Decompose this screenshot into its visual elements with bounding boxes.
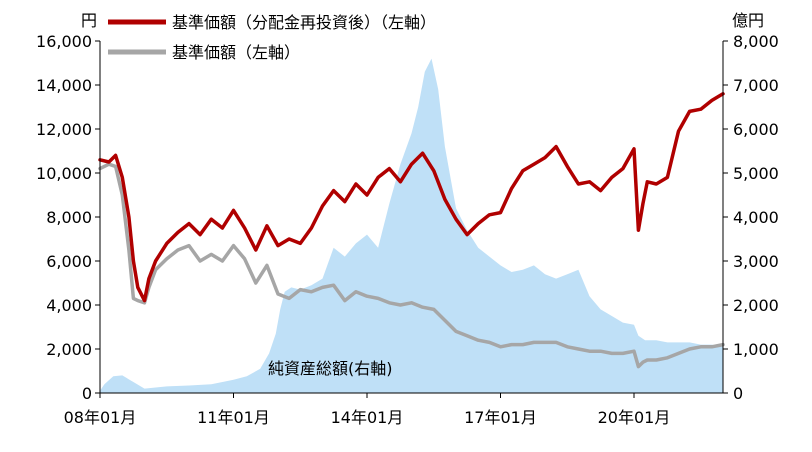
left-tick-label: 4,000 (46, 296, 92, 315)
legend-label-0: 基準価額（分配金再投資後）（左軸） (172, 13, 436, 32)
legend-label-1: 基準価額（左軸） (172, 43, 300, 62)
series-line-nav (98, 162, 725, 369)
right-axis-unit: 億円 (732, 11, 764, 30)
right-tick-label: 4,000 (733, 208, 779, 227)
left-tick-label: 2,000 (46, 340, 92, 359)
left-tick-label: 14,000 (36, 76, 92, 95)
right-tick-label: 0 (733, 384, 743, 403)
x-axis-ticks: 08年01月 11年01月 14年01月 17年01月 20年01月 (64, 393, 671, 427)
x-tick-label: 08年01月 (64, 408, 137, 427)
line-layer (98, 92, 725, 369)
right-axis-ticks: 0 1,000 2,000 3,000 4,000 5,000 6,000 7,000 8,00… (723, 32, 779, 403)
left-tick-label: 16,000 (36, 32, 92, 51)
left-tick-label: 12,000 (36, 120, 92, 139)
right-tick-label: 3,000 (733, 252, 779, 271)
right-tick-label: 8,000 (733, 32, 779, 51)
left-tick-label: 8,000 (46, 208, 92, 227)
right-tick-label: 6,000 (733, 120, 779, 139)
x-tick-label: 17年01月 (464, 408, 537, 427)
right-tick-label: 5,000 (733, 164, 779, 183)
left-tick-label: 6,000 (46, 252, 92, 271)
area-layer (100, 58, 723, 393)
left-axis-ticks: 0 2,000 4,000 6,000 8,000 10,000 12,000 14,000 1… (36, 32, 100, 403)
right-tick-label: 7,000 (733, 76, 779, 95)
left-tick-label: 10,000 (36, 164, 92, 183)
left-tick-label: 0 (82, 384, 92, 403)
area-annotation: 純資産総額(右軸) (268, 359, 393, 378)
series-line-nav-reinvested (98, 92, 725, 303)
legend: 基準価額（分配金再投資後）（左軸） 基準価額（左軸） (108, 13, 436, 62)
right-tick-label: 2,000 (733, 296, 779, 315)
x-tick-label: 20年01月 (598, 408, 671, 427)
series-area-net-assets (100, 58, 723, 393)
left-axis-unit: 円 (81, 11, 97, 30)
x-tick-label: 11年01月 (197, 408, 270, 427)
right-tick-label: 1,000 (733, 340, 779, 359)
x-tick-label: 14年01月 (331, 408, 404, 427)
